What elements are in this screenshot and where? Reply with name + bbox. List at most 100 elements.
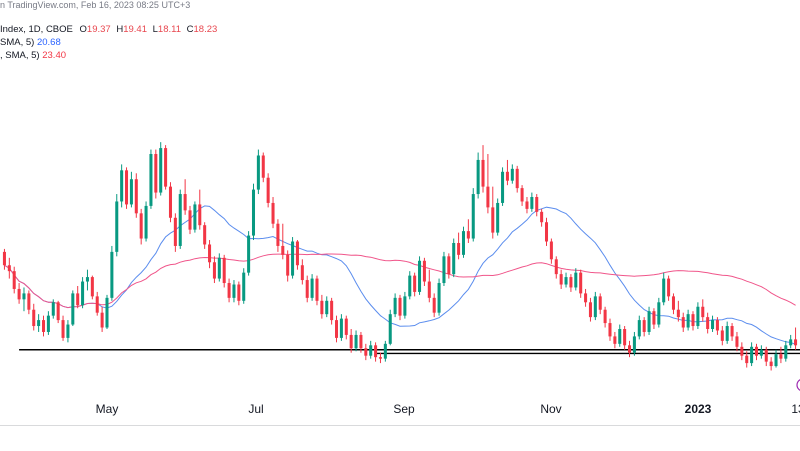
candle-body bbox=[354, 334, 358, 349]
candle bbox=[559, 269, 563, 289]
candle-body bbox=[2, 251, 6, 266]
candle bbox=[461, 226, 465, 258]
candle-body bbox=[149, 154, 153, 206]
candle-body bbox=[496, 202, 500, 233]
candle-body bbox=[701, 306, 705, 318]
open-value: 19.37 bbox=[86, 24, 111, 35]
candle-body bbox=[794, 339, 798, 346]
candle-body bbox=[618, 329, 622, 344]
candle bbox=[603, 306, 607, 328]
candle bbox=[588, 297, 592, 322]
candle-body bbox=[603, 309, 607, 324]
candle-body bbox=[300, 265, 304, 281]
candle-body bbox=[789, 339, 793, 346]
symbol-name: Index, 1D, CBOE bbox=[0, 24, 73, 35]
candle bbox=[720, 326, 724, 346]
candle-body bbox=[745, 355, 749, 364]
candle-body bbox=[369, 345, 373, 356]
sma-fast-value: 20.68 bbox=[36, 37, 61, 48]
candle bbox=[335, 315, 339, 343]
candle-body bbox=[125, 170, 129, 205]
candle-body bbox=[535, 197, 539, 212]
candle bbox=[427, 269, 431, 303]
candle-body bbox=[476, 159, 480, 195]
sma-slow-legend[interactable]: , SMA, 5) 23.40 bbox=[0, 50, 66, 61]
candle bbox=[676, 300, 680, 322]
candle bbox=[85, 269, 89, 291]
candle bbox=[784, 340, 788, 362]
candle-body bbox=[42, 320, 46, 332]
candlestick-chart[interactable]: May Jul Sep Nov 2023 13 bbox=[0, 0, 800, 425]
candle bbox=[300, 259, 304, 285]
candle-body bbox=[584, 293, 588, 303]
candle bbox=[212, 256, 216, 284]
candle-body bbox=[564, 277, 568, 285]
candle-body bbox=[90, 277, 94, 297]
candle-body bbox=[657, 302, 661, 325]
candle-body bbox=[115, 201, 119, 252]
candle-body bbox=[22, 293, 26, 300]
candle-body bbox=[725, 326, 729, 341]
candle bbox=[232, 280, 236, 303]
candle-body bbox=[432, 297, 436, 313]
candle bbox=[100, 306, 104, 332]
candle bbox=[584, 288, 588, 307]
candle bbox=[574, 268, 578, 291]
candle-body bbox=[505, 171, 509, 181]
candle-body bbox=[520, 188, 524, 202]
candle bbox=[90, 275, 94, 300]
candle bbox=[2, 248, 6, 270]
candle-body bbox=[168, 186, 172, 218]
candle bbox=[613, 331, 617, 349]
chart-area[interactable]: May Jul Sep Nov 2023 13 n TradingView.com, Fe… bbox=[0, 0, 800, 425]
sma-fast-line bbox=[4, 205, 796, 345]
candle bbox=[374, 342, 378, 362]
candle-body bbox=[530, 197, 534, 209]
close-value: 18.23 bbox=[193, 24, 218, 35]
candle bbox=[61, 315, 65, 341]
candle bbox=[247, 231, 251, 276]
candle bbox=[222, 254, 226, 288]
candle-body bbox=[46, 315, 50, 332]
candle bbox=[510, 164, 514, 184]
candle bbox=[339, 314, 343, 341]
candle-body bbox=[740, 346, 744, 356]
candle-body bbox=[315, 278, 319, 301]
candle bbox=[437, 278, 441, 316]
candle-body bbox=[422, 260, 426, 282]
candle bbox=[227, 278, 231, 303]
candle-body bbox=[559, 274, 563, 285]
candle-body bbox=[37, 320, 41, 327]
candle bbox=[183, 179, 187, 215]
candle bbox=[139, 208, 143, 245]
page-footer-area bbox=[0, 425, 800, 451]
candle-body bbox=[593, 296, 597, 318]
candle bbox=[735, 331, 739, 352]
time-axis-label: 13 bbox=[791, 402, 800, 416]
candle-body bbox=[335, 320, 339, 338]
candle-body bbox=[320, 300, 324, 315]
candle-body bbox=[105, 297, 109, 328]
candle-body bbox=[608, 323, 612, 337]
candle bbox=[706, 312, 710, 334]
candle-body bbox=[662, 278, 666, 303]
candle bbox=[188, 205, 192, 235]
candle-body bbox=[183, 194, 187, 211]
event-marker-icon[interactable] bbox=[796, 379, 800, 391]
candle bbox=[168, 182, 172, 223]
candle-body bbox=[295, 241, 299, 266]
candle-body bbox=[779, 354, 783, 359]
candle bbox=[354, 330, 358, 352]
candle-body bbox=[686, 314, 690, 328]
candle-body bbox=[217, 257, 221, 279]
candle bbox=[203, 222, 207, 249]
candle bbox=[632, 331, 636, 356]
candle-body bbox=[554, 259, 558, 275]
candle bbox=[56, 300, 60, 324]
candle-body bbox=[349, 334, 353, 349]
candle-body bbox=[159, 148, 163, 193]
candle-body bbox=[774, 354, 778, 367]
candle bbox=[12, 266, 16, 294]
sma-fast-legend[interactable]: SMA, 5) 20.68 bbox=[0, 37, 61, 48]
candle bbox=[549, 238, 553, 264]
